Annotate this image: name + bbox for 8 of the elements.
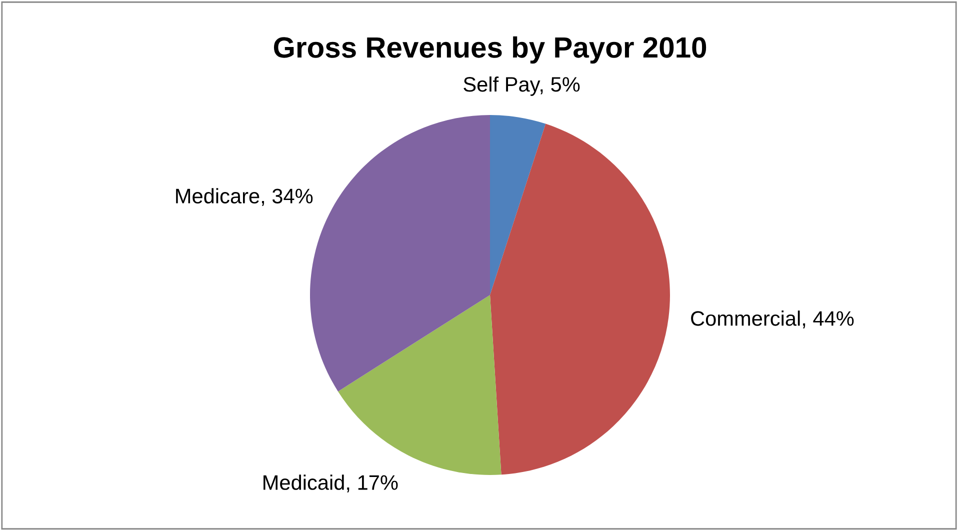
- slice-label: Commercial, 44%: [691, 310, 854, 328]
- pie-slice: [490, 115, 546, 295]
- pie-slice: [338, 295, 502, 475]
- slice-label: Medicaid, 17%: [264, 474, 398, 492]
- chart-title: Gross Revenues by Payor 2010: [274, 36, 706, 64]
- slice-label: Self Pay, 5%: [464, 76, 580, 96]
- slice-label: Medicare, 34%: [176, 188, 313, 206]
- pie-slice: [490, 124, 670, 475]
